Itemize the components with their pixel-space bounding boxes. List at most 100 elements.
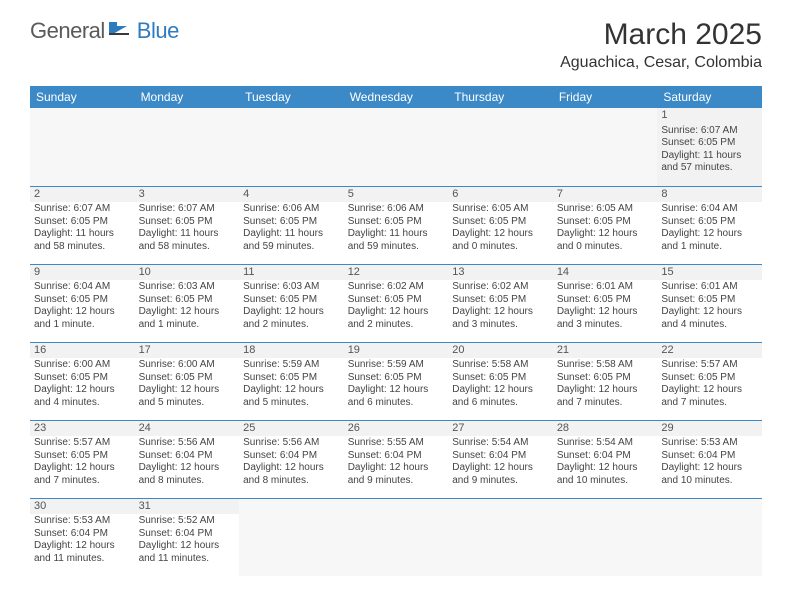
sunset-text: Sunset: 6:05 PM: [557, 372, 654, 385]
sunrise-text: Sunrise: 5:57 AM: [661, 359, 758, 372]
calendar-day-cell: 28Sunrise: 5:54 AMSunset: 6:04 PMDayligh…: [553, 420, 658, 498]
calendar-day-cell: 23Sunrise: 5:57 AMSunset: 6:05 PMDayligh…: [30, 420, 135, 498]
daylight-text: Daylight: 12 hours and 4 minutes.: [34, 384, 131, 409]
daylight-text: Daylight: 12 hours and 2 minutes.: [243, 306, 340, 331]
sunset-text: Sunset: 6:05 PM: [348, 372, 445, 385]
day-number: 30: [30, 499, 135, 515]
sunset-text: Sunset: 6:05 PM: [139, 372, 236, 385]
sunrise-text: Sunrise: 5:59 AM: [243, 359, 340, 372]
weekday-header: Sunday: [30, 86, 135, 108]
day-number: 10: [135, 265, 240, 281]
sunrise-text: Sunrise: 6:04 AM: [661, 203, 758, 216]
sunset-text: Sunset: 6:05 PM: [557, 216, 654, 229]
day-number: 23: [30, 421, 135, 437]
sunrise-text: Sunrise: 5:52 AM: [139, 515, 236, 528]
day-number: 26: [344, 421, 449, 437]
calendar-day-cell: 7Sunrise: 6:05 AMSunset: 6:05 PMDaylight…: [553, 186, 658, 264]
logo-text-blue: Blue: [137, 18, 179, 44]
sunrise-text: Sunrise: 6:00 AM: [139, 359, 236, 372]
sunrise-text: Sunrise: 6:07 AM: [34, 203, 131, 216]
day-number: 14: [553, 265, 658, 281]
day-number: 4: [239, 187, 344, 203]
daylight-text: Daylight: 12 hours and 11 minutes.: [139, 540, 236, 565]
calendar-day-cell: 11Sunrise: 6:03 AMSunset: 6:05 PMDayligh…: [239, 264, 344, 342]
daylight-text: Daylight: 11 hours and 58 minutes.: [139, 228, 236, 253]
sunset-text: Sunset: 6:05 PM: [139, 294, 236, 307]
calendar-week: 9Sunrise: 6:04 AMSunset: 6:05 PMDaylight…: [30, 264, 762, 342]
weekday-header: Thursday: [448, 86, 553, 108]
day-number: 27: [448, 421, 553, 437]
sunrise-text: Sunrise: 6:01 AM: [661, 281, 758, 294]
daylight-text: Daylight: 12 hours and 8 minutes.: [139, 462, 236, 487]
sunrise-text: Sunrise: 6:06 AM: [348, 203, 445, 216]
sunrise-text: Sunrise: 5:53 AM: [661, 437, 758, 450]
calendar-day-cell: [344, 108, 449, 186]
day-number: 28: [553, 421, 658, 437]
calendar-day-cell: 18Sunrise: 5:59 AMSunset: 6:05 PMDayligh…: [239, 342, 344, 420]
calendar-day-cell: [135, 108, 240, 186]
sunrise-text: Sunrise: 5:57 AM: [34, 437, 131, 450]
daylight-text: Daylight: 12 hours and 3 minutes.: [452, 306, 549, 331]
day-number: 7: [553, 187, 658, 203]
sunrise-text: Sunrise: 5:54 AM: [452, 437, 549, 450]
calendar-day-cell: 24Sunrise: 5:56 AMSunset: 6:04 PMDayligh…: [135, 420, 240, 498]
calendar-week: 1Sunrise: 6:07 AMSunset: 6:05 PMDaylight…: [30, 108, 762, 186]
sunrise-text: Sunrise: 6:03 AM: [243, 281, 340, 294]
daylight-text: Daylight: 12 hours and 5 minutes.: [139, 384, 236, 409]
daylight-text: Daylight: 12 hours and 9 minutes.: [452, 462, 549, 487]
calendar-day-cell: 17Sunrise: 6:00 AMSunset: 6:05 PMDayligh…: [135, 342, 240, 420]
daylight-text: Daylight: 12 hours and 1 minute.: [139, 306, 236, 331]
day-number: 1: [657, 108, 762, 124]
calendar-day-cell: 2Sunrise: 6:07 AMSunset: 6:05 PMDaylight…: [30, 186, 135, 264]
sunrise-text: Sunrise: 5:59 AM: [348, 359, 445, 372]
daylight-text: Daylight: 12 hours and 4 minutes.: [661, 306, 758, 331]
daylight-text: Daylight: 12 hours and 9 minutes.: [348, 462, 445, 487]
sunset-text: Sunset: 6:04 PM: [139, 528, 236, 541]
sunset-text: Sunset: 6:05 PM: [661, 372, 758, 385]
daylight-text: Daylight: 12 hours and 6 minutes.: [348, 384, 445, 409]
sunset-text: Sunset: 6:05 PM: [243, 372, 340, 385]
daylight-text: Daylight: 12 hours and 10 minutes.: [557, 462, 654, 487]
sunrise-text: Sunrise: 6:05 AM: [557, 203, 654, 216]
sunset-text: Sunset: 6:05 PM: [34, 294, 131, 307]
calendar-day-cell: 16Sunrise: 6:00 AMSunset: 6:05 PMDayligh…: [30, 342, 135, 420]
sunrise-text: Sunrise: 6:02 AM: [348, 281, 445, 294]
day-number: 15: [657, 265, 762, 281]
logo: General Blue: [30, 18, 179, 44]
sunset-text: Sunset: 6:05 PM: [348, 216, 445, 229]
day-number: 8: [657, 187, 762, 203]
sunset-text: Sunset: 6:04 PM: [661, 450, 758, 463]
calendar-day-cell: 4Sunrise: 6:06 AMSunset: 6:05 PMDaylight…: [239, 186, 344, 264]
daylight-text: Daylight: 12 hours and 7 minutes.: [661, 384, 758, 409]
day-number: 13: [448, 265, 553, 281]
calendar-day-cell: 30Sunrise: 5:53 AMSunset: 6:04 PMDayligh…: [30, 498, 135, 576]
sunset-text: Sunset: 6:04 PM: [139, 450, 236, 463]
calendar-day-cell: 20Sunrise: 5:58 AMSunset: 6:05 PMDayligh…: [448, 342, 553, 420]
sunset-text: Sunset: 6:05 PM: [34, 450, 131, 463]
day-number: 9: [30, 265, 135, 281]
calendar-day-cell: 13Sunrise: 6:02 AMSunset: 6:05 PMDayligh…: [448, 264, 553, 342]
sunset-text: Sunset: 6:04 PM: [452, 450, 549, 463]
calendar-day-cell: [30, 108, 135, 186]
daylight-text: Daylight: 11 hours and 59 minutes.: [348, 228, 445, 253]
day-number: 16: [30, 343, 135, 359]
day-number: 29: [657, 421, 762, 437]
sunrise-text: Sunrise: 6:06 AM: [243, 203, 340, 216]
day-number: 6: [448, 187, 553, 203]
daylight-text: Daylight: 12 hours and 3 minutes.: [557, 306, 654, 331]
day-number: 11: [239, 265, 344, 281]
sunset-text: Sunset: 6:05 PM: [557, 294, 654, 307]
day-number: 22: [657, 343, 762, 359]
day-number: 17: [135, 343, 240, 359]
calendar-day-cell: 12Sunrise: 6:02 AMSunset: 6:05 PMDayligh…: [344, 264, 449, 342]
calendar-day-cell: [448, 498, 553, 576]
daylight-text: Daylight: 12 hours and 0 minutes.: [452, 228, 549, 253]
daylight-text: Daylight: 12 hours and 1 minute.: [661, 228, 758, 253]
calendar-day-cell: [344, 498, 449, 576]
weekday-header: Saturday: [657, 86, 762, 108]
daylight-text: Daylight: 12 hours and 7 minutes.: [557, 384, 654, 409]
day-number: 18: [239, 343, 344, 359]
sunset-text: Sunset: 6:05 PM: [348, 294, 445, 307]
day-number: 24: [135, 421, 240, 437]
logo-text-general: General: [30, 18, 105, 44]
